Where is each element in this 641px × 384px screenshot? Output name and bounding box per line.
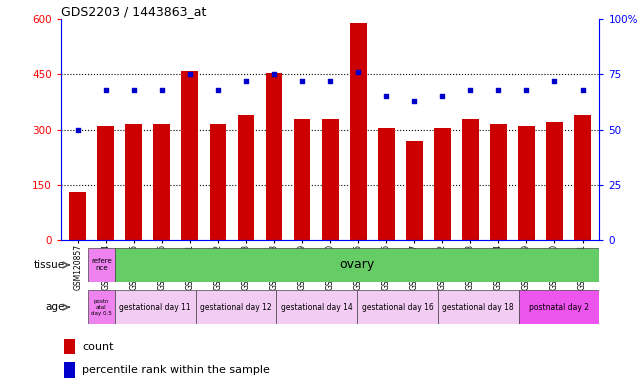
Bar	[210, 124, 226, 240]
Bar	[378, 128, 395, 240]
Bar	[69, 192, 86, 240]
Point	[213, 87, 223, 93]
Bar	[357, 290, 438, 324]
Bar	[63, 339, 76, 354]
Text: gestational day 14: gestational day 14	[281, 303, 353, 312]
Point	[157, 87, 167, 93]
Text: age: age	[46, 302, 65, 312]
Point	[578, 87, 588, 93]
Point	[325, 78, 335, 84]
Text: gestational day 18: gestational day 18	[442, 303, 514, 312]
Point	[129, 87, 139, 93]
Text: postnatal day 2: postnatal day 2	[529, 303, 589, 312]
Bar	[350, 23, 367, 240]
Bar	[238, 115, 254, 240]
Bar	[462, 119, 479, 240]
Point	[297, 78, 307, 84]
Text: GDS2203 / 1443863_at: GDS2203 / 1443863_at	[61, 5, 206, 18]
Point	[353, 69, 363, 75]
Point	[381, 93, 391, 99]
Point	[409, 98, 419, 104]
Point	[521, 87, 531, 93]
Point	[101, 87, 111, 93]
Point	[241, 78, 251, 84]
Bar	[438, 290, 519, 324]
Text: gestational day 12: gestational day 12	[200, 303, 272, 312]
Bar	[265, 73, 283, 240]
Point	[185, 71, 195, 78]
Bar	[88, 290, 115, 324]
Point	[269, 71, 279, 78]
Bar	[276, 290, 357, 324]
Text: ovary: ovary	[340, 258, 374, 271]
Bar	[406, 141, 422, 240]
Point	[465, 87, 476, 93]
Bar	[153, 124, 171, 240]
Bar	[574, 115, 591, 240]
Bar	[519, 290, 599, 324]
Text: tissue: tissue	[34, 260, 65, 270]
Text: percentile rank within the sample: percentile rank within the sample	[83, 365, 271, 375]
Bar	[518, 126, 535, 240]
Point	[437, 93, 447, 99]
Bar	[181, 71, 198, 240]
Point	[72, 127, 83, 133]
Bar	[322, 119, 338, 240]
Point	[549, 78, 560, 84]
Text: refere
nce: refere nce	[91, 258, 112, 271]
Bar	[546, 122, 563, 240]
Bar	[294, 119, 310, 240]
Text: gestational day 11: gestational day 11	[119, 303, 191, 312]
Bar	[88, 248, 115, 282]
Bar	[490, 124, 507, 240]
Text: postn
atal
day 0.5: postn atal day 0.5	[91, 299, 112, 316]
Bar	[196, 290, 276, 324]
Text: count: count	[83, 342, 114, 352]
Bar	[63, 362, 76, 377]
Bar	[115, 290, 196, 324]
Bar	[434, 128, 451, 240]
Point	[494, 87, 504, 93]
Bar	[97, 126, 114, 240]
Bar	[126, 124, 142, 240]
Text: gestational day 16: gestational day 16	[362, 303, 433, 312]
